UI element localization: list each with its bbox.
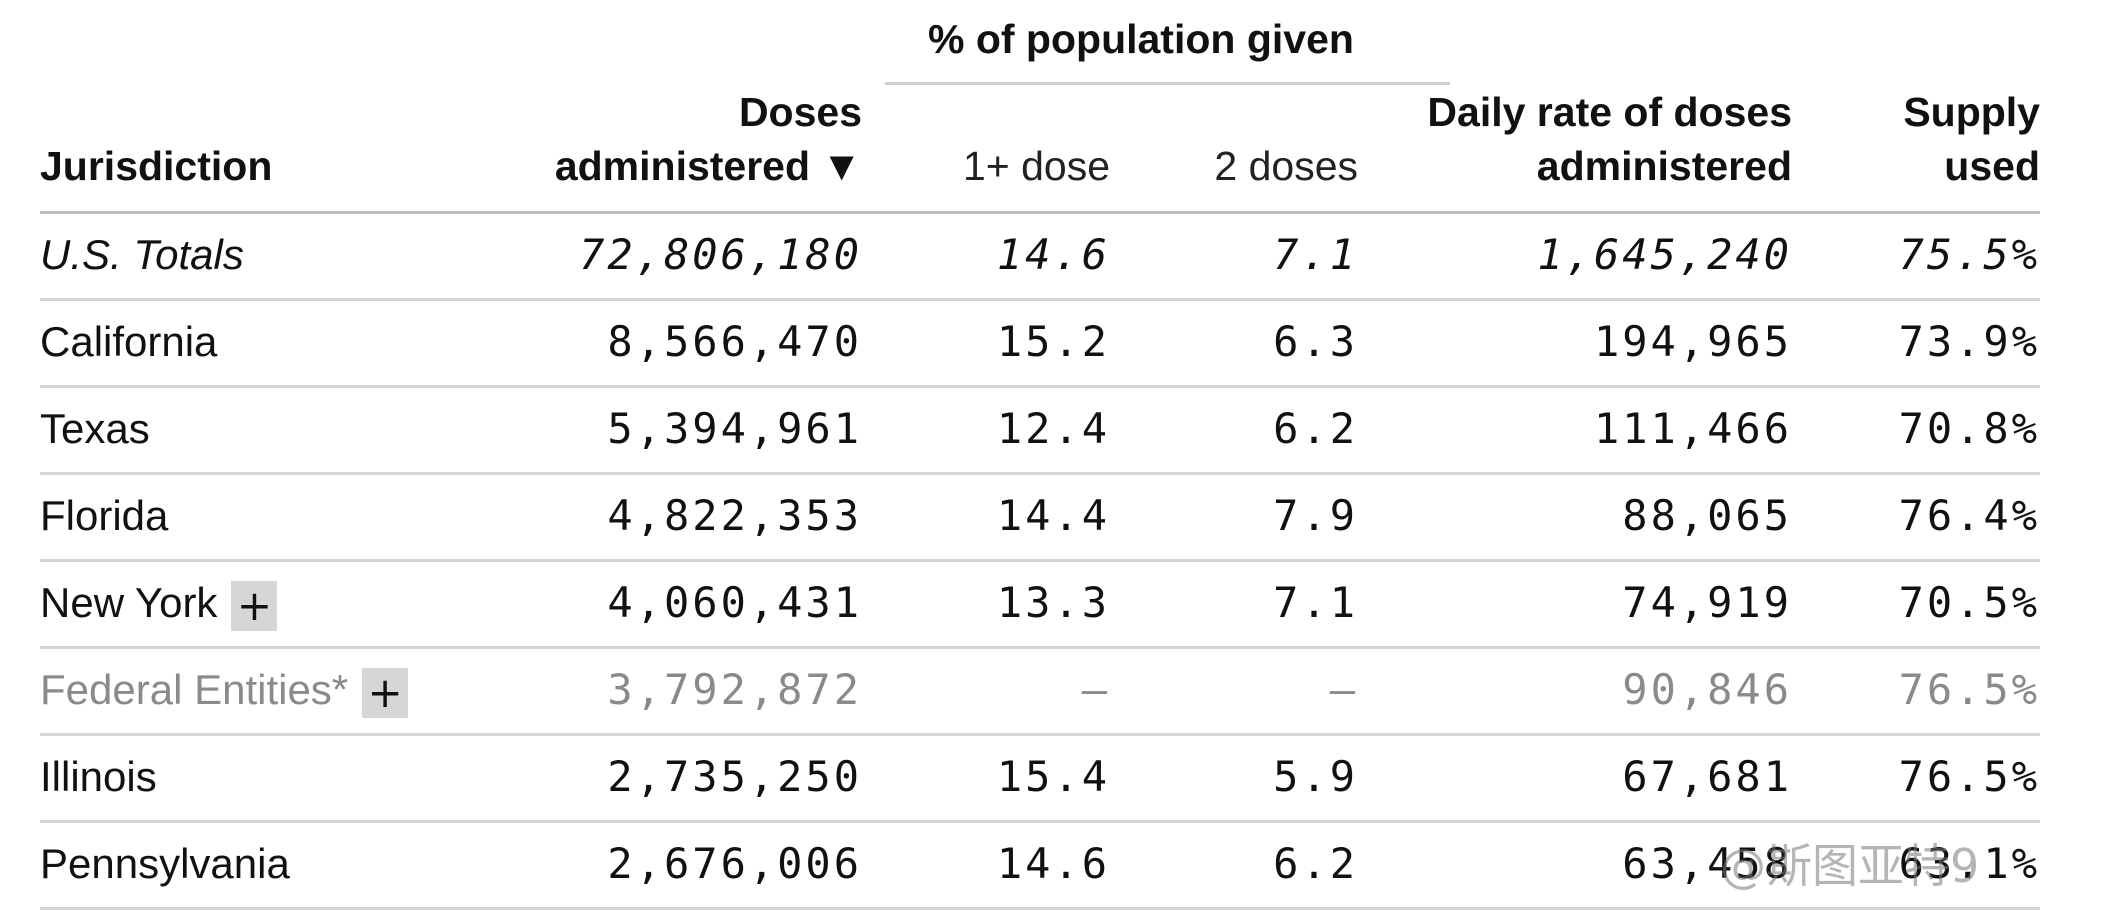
table-row-us-totals: U.S. Totals 72,806,180 14.6 7.1 1,645,24… — [40, 214, 2040, 301]
row-divider — [40, 907, 2040, 910]
cell-supply-used: 63.1% — [1898, 839, 2040, 888]
table-row-california: California 8,566,470 15.2 6.3 194,965 73… — [40, 301, 2040, 388]
cell-daily-rate: 67,681 — [1622, 752, 1792, 801]
row-divider — [40, 820, 2040, 823]
header-supply-used[interactable]: Supply used — [1840, 85, 2040, 193]
cell-doses: 3,792,872 — [607, 665, 862, 714]
watermark: @斯图亚特9 — [1720, 839, 1980, 893]
cell-supply-used: 70.5% — [1898, 578, 2040, 627]
header-doses-administered[interactable]: Doses administered ▼ — [462, 85, 862, 193]
cell-doses: 8,566,470 — [607, 317, 862, 366]
table-row-federal-entities: Federal Entities* + 3,792,872 – – 90,846 … — [40, 649, 2040, 736]
row-divider — [40, 298, 2040, 301]
header-group-divider — [885, 82, 1450, 85]
cell-doses: 4,822,353 — [607, 491, 862, 540]
cell-doses: 2,676,006 — [607, 839, 862, 888]
cell-daily-rate: 111,466 — [1593, 404, 1792, 453]
row-divider — [40, 472, 2040, 475]
cell-two-doses: 7.1 — [1273, 578, 1358, 627]
cell-supply-used: 70.8% — [1898, 404, 2040, 453]
cell-one-dose: 14.4 — [996, 491, 1110, 540]
cell-two-doses: – — [1329, 665, 1358, 714]
table-row-new-york: New York + 4,060,431 13.3 7.1 74,919 70.5… — [40, 562, 2040, 649]
cell-doses: 4,060,431 — [607, 578, 862, 627]
cell-two-doses: 6.2 — [1273, 404, 1358, 453]
cell-jurisdiction: U.S. Totals — [40, 231, 244, 278]
header-one-dose[interactable]: 1+ dose — [962, 143, 1110, 189]
cell-one-dose: 15.4 — [996, 752, 1110, 801]
row-divider — [40, 385, 2040, 388]
cell-jurisdiction: Federal Entities* + — [40, 663, 409, 718]
row-divider — [40, 646, 2040, 649]
jurisdiction-label: New York — [40, 579, 218, 626]
header-divider — [40, 211, 2040, 214]
cell-daily-rate: 63,458 — [1622, 839, 1792, 888]
cell-two-doses: 5.9 — [1273, 752, 1358, 801]
cell-doses: 5,394,961 — [607, 404, 862, 453]
cell-supply-used: 76.5% — [1898, 752, 2040, 801]
cell-one-dose: 15.2 — [996, 317, 1110, 366]
header-supply-line1: Supply — [1903, 89, 2040, 135]
cell-jurisdiction: New York + — [40, 576, 278, 631]
table-row-illinois: Illinois 2,735,250 15.4 5.9 67,681 76.5% — [40, 736, 2040, 823]
cell-one-dose: 12.4 — [996, 404, 1110, 453]
header-doses-line2: administered ▼ — [554, 143, 862, 189]
cell-two-doses: 6.2 — [1273, 839, 1358, 888]
cell-one-dose: 13.3 — [996, 578, 1110, 627]
header-daily-line1: Daily rate of doses — [1427, 89, 1792, 135]
table-row-texas: Texas 5,394,961 12.4 6.2 111,466 70.8% — [40, 388, 2040, 475]
cell-daily-rate: 74,919 — [1622, 578, 1792, 627]
cell-daily-rate: 194,965 — [1593, 317, 1792, 366]
cell-jurisdiction: Texas — [40, 405, 150, 452]
expand-button[interactable]: + — [362, 667, 409, 718]
cell-doses: 2,735,250 — [607, 752, 862, 801]
cell-daily-rate: 1,645,240 — [1537, 230, 1792, 279]
header-two-doses[interactable]: 2 doses — [1214, 143, 1358, 189]
cell-one-dose: – — [1081, 665, 1110, 714]
cell-daily-rate: 88,065 — [1622, 491, 1792, 540]
header-supply-line2: used — [1944, 143, 2040, 189]
row-divider — [40, 559, 2040, 562]
cell-daily-rate: 90,846 — [1622, 665, 1792, 714]
header-group-population: % of population given — [928, 16, 1354, 62]
cell-two-doses: 7.1 — [1273, 230, 1358, 279]
cell-jurisdiction: California — [40, 318, 218, 365]
row-divider — [40, 733, 2040, 736]
cell-one-dose: 14.6 — [996, 839, 1110, 888]
cell-two-doses: 6.3 — [1273, 317, 1358, 366]
cell-one-dose: 14.6 — [996, 230, 1110, 279]
cell-jurisdiction: Illinois — [40, 753, 157, 800]
cell-doses: 72,806,180 — [579, 230, 862, 279]
cell-supply-used: 75.5% — [1898, 230, 2040, 279]
cell-supply-used: 76.5% — [1898, 665, 2040, 714]
header-jurisdiction[interactable]: Jurisdiction — [40, 143, 273, 189]
cell-supply-used: 73.9% — [1898, 317, 2040, 366]
header-doses-line1: Doses — [738, 89, 862, 135]
header-daily-line2: administered — [1536, 143, 1792, 189]
table-row-florida: Florida 4,822,353 14.4 7.9 88,065 76.4% — [40, 475, 2040, 562]
cell-two-doses: 7.9 — [1273, 491, 1358, 540]
header-daily-rate[interactable]: Daily rate of doses administered — [1372, 85, 1792, 193]
cell-jurisdiction: Pennsylvania — [40, 840, 290, 887]
expand-button[interactable]: + — [231, 580, 278, 631]
cell-jurisdiction: Florida — [40, 492, 169, 539]
jurisdiction-label: Federal Entities* — [40, 666, 349, 713]
table-row-pennsylvania: Pennsylvania 2,676,006 14.6 6.2 63,458 6… — [40, 823, 2040, 910]
cell-supply-used: 76.4% — [1898, 491, 2040, 540]
